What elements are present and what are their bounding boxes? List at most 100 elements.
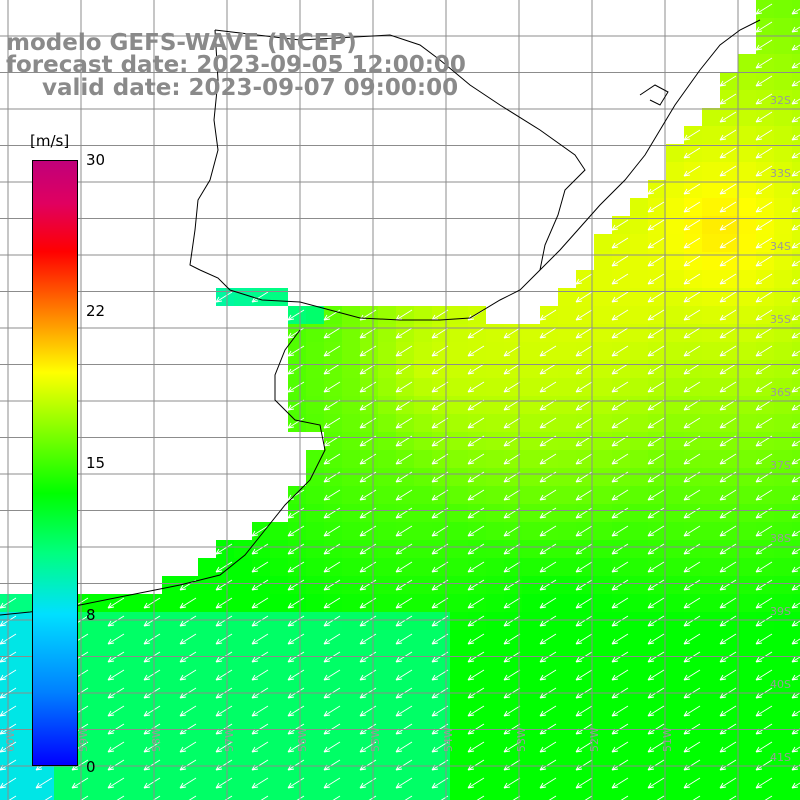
wind-speed-cell xyxy=(342,558,360,576)
wind-speed-cell xyxy=(792,396,800,414)
wind-arrow xyxy=(755,561,773,573)
wind-speed-cell xyxy=(738,468,756,486)
wind-speed-cell xyxy=(702,198,720,216)
wind-arrow xyxy=(647,525,665,537)
wind-speed-cell xyxy=(234,738,252,756)
wind-arrow xyxy=(683,183,701,195)
wind-speed-cell xyxy=(414,468,432,486)
wind-speed-cell xyxy=(378,360,396,378)
wind-speed-cell xyxy=(486,540,504,558)
wind-arrow xyxy=(80,795,89,800)
wind-speed-cell xyxy=(486,504,504,522)
wind-speed-cell xyxy=(342,630,360,648)
wind-speed-cell xyxy=(450,342,468,360)
wind-arrow xyxy=(503,327,521,339)
wind-speed-cell xyxy=(378,594,396,612)
wind-speed-cell xyxy=(612,792,630,800)
wind-arrow xyxy=(323,363,341,375)
wind-arrow xyxy=(179,741,197,753)
wind-arrow xyxy=(755,777,773,789)
wind-speed-cell xyxy=(162,738,180,756)
wind-arrow xyxy=(611,237,629,249)
latitude-label: 32S xyxy=(770,94,791,107)
wind-arrow xyxy=(791,566,800,573)
wind-speed-cell xyxy=(90,774,108,792)
wind-speed-cell xyxy=(342,738,360,756)
wind-speed-cell xyxy=(792,126,800,144)
wind-arrow xyxy=(215,669,233,681)
wind-arrow xyxy=(791,116,800,123)
wind-arrow xyxy=(107,669,125,681)
wind-arrow xyxy=(647,291,665,303)
wind-arrow xyxy=(755,93,773,105)
wind-speed-cell xyxy=(126,594,144,612)
wind-speed-cell xyxy=(594,504,612,522)
wind-arrow xyxy=(251,597,269,609)
wind-speed-cell xyxy=(738,792,756,800)
wind-speed-cell xyxy=(774,270,792,288)
wind-speed-cell xyxy=(630,270,648,288)
wind-arrow xyxy=(791,584,800,591)
wind-arrow xyxy=(755,147,773,159)
wind-arrow xyxy=(719,417,737,429)
wind-arrow xyxy=(755,39,773,51)
wind-arrow xyxy=(575,417,593,429)
wind-arrow xyxy=(323,741,341,753)
wind-arrow xyxy=(575,345,593,357)
wind-speed-cell xyxy=(558,792,576,800)
wind-arrow xyxy=(251,525,269,537)
wind-speed-cell xyxy=(738,522,756,540)
wind-arrow xyxy=(647,543,665,555)
wind-arrow xyxy=(719,309,737,321)
wind-arrow xyxy=(755,183,773,195)
wind-arrow xyxy=(467,453,485,465)
wind-speed-cell xyxy=(522,450,540,468)
wind-speed-cell xyxy=(666,270,684,288)
wind-arrow xyxy=(179,777,197,789)
wind-arrow xyxy=(683,561,701,573)
wind-speed-cell xyxy=(54,774,72,792)
colorbar-tick-30: 30 xyxy=(86,151,106,169)
wind-speed-cell xyxy=(738,306,756,324)
colorbar-tick-0: 0 xyxy=(86,758,96,776)
wind-speed-cell xyxy=(594,360,612,378)
wind-speed-cell xyxy=(558,774,576,792)
longitude-label: 52W xyxy=(588,727,601,752)
wind-arrow xyxy=(719,399,737,411)
wind-arrow xyxy=(791,242,800,249)
wind-speed-cell xyxy=(306,360,324,378)
wind-arrow xyxy=(431,363,449,375)
wind-arrow xyxy=(755,399,773,411)
longitude-label: 57W xyxy=(223,727,236,752)
wind-speed-cell xyxy=(774,252,792,270)
wind-arrow xyxy=(755,57,773,69)
wind-arrow xyxy=(683,381,701,393)
wind-speed-cell xyxy=(450,666,468,684)
wind-speed-cell xyxy=(378,504,396,522)
wind-speed-cell xyxy=(0,792,18,800)
wind-speed-cell xyxy=(630,234,648,252)
wind-speed-cell xyxy=(558,702,576,720)
wind-speed-cell xyxy=(738,576,756,594)
wind-arrow xyxy=(791,440,800,447)
wind-arrow xyxy=(503,363,521,375)
wind-speed-cell xyxy=(594,486,612,504)
wind-speed-cell xyxy=(666,432,684,450)
wind-speed-cell xyxy=(270,594,288,612)
wind-arrow xyxy=(467,345,485,357)
wind-arrow xyxy=(791,656,800,663)
wind-speed-cell xyxy=(774,144,792,162)
wind-speed-cell xyxy=(522,396,540,414)
wind-speed-cell xyxy=(666,414,684,432)
wind-arrow xyxy=(323,615,341,627)
wind-arrow xyxy=(251,705,269,717)
wind-arrow xyxy=(395,615,413,627)
wind-arrow xyxy=(791,26,800,33)
wind-speed-cell xyxy=(738,324,756,342)
wind-arrow xyxy=(719,543,737,555)
wind-arrow xyxy=(431,489,449,501)
wind-speed-cell xyxy=(702,396,720,414)
wind-speed-cell xyxy=(774,306,792,324)
wind-speed-cell xyxy=(792,198,800,216)
wind-speed-cell xyxy=(666,198,684,216)
